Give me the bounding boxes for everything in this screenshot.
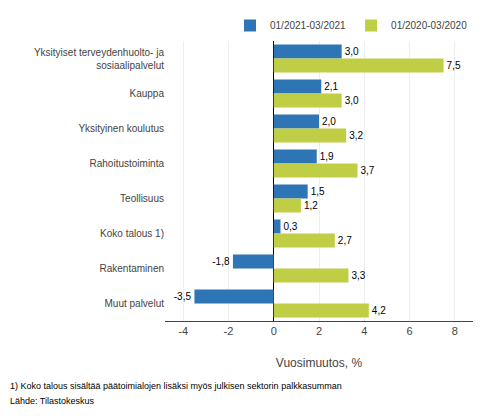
svg-text:Kauppa: Kauppa [130, 88, 165, 99]
svg-text:2: 2 [316, 325, 322, 337]
svg-text:Teollisuus: Teollisuus [120, 193, 164, 204]
svg-text:-1,8: -1,8 [212, 256, 230, 267]
svg-text:Koko talous 1): Koko talous 1) [100, 228, 164, 239]
svg-text:3,3: 3,3 [351, 270, 365, 281]
svg-text:6: 6 [407, 325, 413, 337]
svg-text:0: 0 [271, 325, 277, 337]
svg-text:1,9: 1,9 [320, 151, 334, 162]
svg-text:3,7: 3,7 [361, 165, 375, 176]
svg-text:2,1: 2,1 [324, 81, 338, 92]
svg-text:-3,5: -3,5 [174, 291, 192, 302]
svg-text:2,0: 2,0 [322, 116, 336, 127]
svg-text:4,2: 4,2 [372, 305, 386, 316]
svg-text:0,3: 0,3 [284, 221, 298, 232]
svg-text:1) Koko talous sisältää päätoi: 1) Koko talous sisältää päätoimialojen l… [10, 381, 342, 391]
svg-text:Yksityiset terveydenhuolto- ja: Yksityiset terveydenhuolto- jasosiaalipa… [34, 47, 165, 71]
svg-text:-2: -2 [224, 325, 234, 337]
svg-text:Lähde: Tilastokeskus: Lähde: Tilastokeskus [10, 396, 95, 406]
svg-text:3,2: 3,2 [349, 130, 363, 141]
svg-text:4: 4 [361, 325, 367, 337]
svg-text:Vuosimuutos, %: Vuosimuutos, % [276, 356, 363, 370]
svg-text:3,0: 3,0 [345, 46, 359, 57]
svg-text:Rakentaminen: Rakentaminen [100, 263, 164, 274]
svg-text:7,5: 7,5 [447, 60, 461, 71]
svg-text:01/2021-03/2021: 01/2021-03/2021 [270, 20, 346, 31]
svg-text:Muut palvelut: Muut palvelut [105, 298, 165, 309]
svg-text:01/2020-03/2020: 01/2020-03/2020 [391, 20, 467, 31]
svg-text:Yksityinen koulutus: Yksityinen koulutus [78, 123, 164, 134]
svg-text:-4: -4 [178, 325, 188, 337]
svg-text:3,0: 3,0 [345, 95, 359, 106]
svg-text:1,2: 1,2 [304, 200, 318, 211]
svg-text:Rahoitustoiminta: Rahoitustoiminta [90, 158, 165, 169]
svg-text:2,7: 2,7 [338, 235, 352, 246]
svg-text:8: 8 [452, 325, 458, 337]
svg-text:1,5: 1,5 [311, 186, 325, 197]
